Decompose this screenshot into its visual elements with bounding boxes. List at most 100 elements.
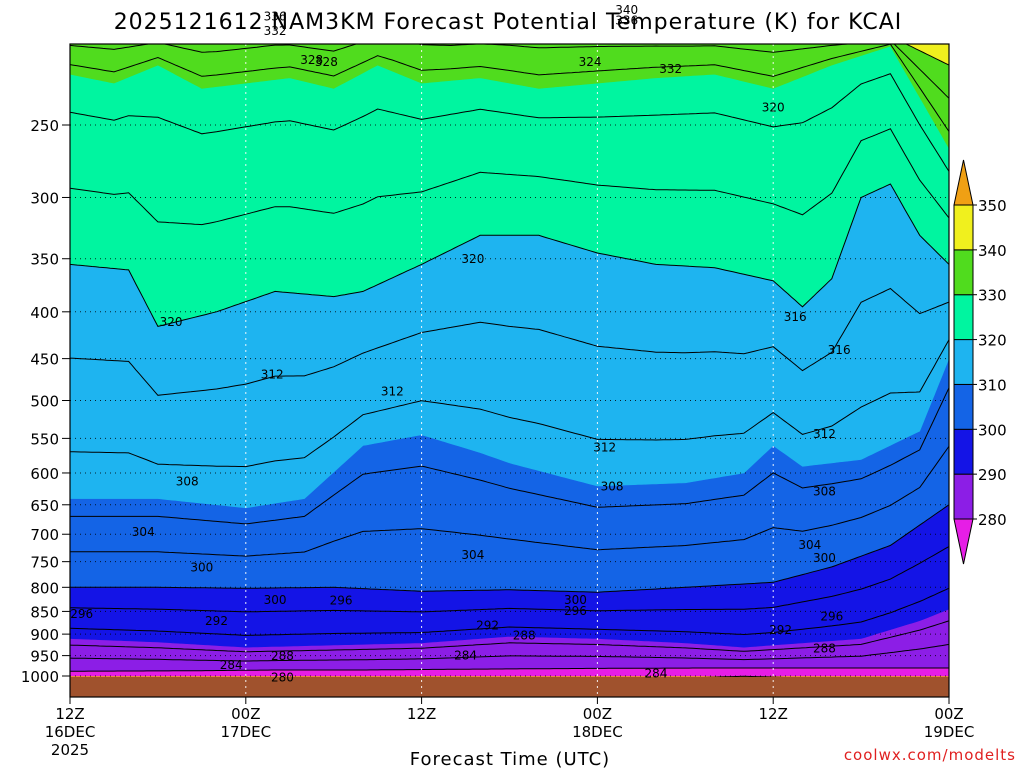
x-axis-label: Forecast Time (UTC) (410, 749, 610, 768)
plot-border (69, 43, 950, 698)
contour-label-336: 336 (615, 14, 638, 28)
contour-label-284: 284 (220, 658, 243, 672)
colorbar-label-340: 340 (978, 242, 1007, 260)
svg-text:316: 316 (828, 343, 851, 357)
svg-text:280: 280 (271, 670, 294, 684)
svg-text:284: 284 (220, 658, 243, 672)
isentrope-308 (70, 387, 949, 525)
x-tick-label-0-2: 16DEC (45, 723, 96, 741)
colorbar-label-280: 280 (978, 511, 1007, 529)
colorbar: 280 290 300 310 320 330 340 350 (953, 159, 1007, 565)
y-tick-label-450: 450 (30, 351, 59, 369)
plot-frame (69, 43, 950, 698)
contour-label-296: 296 (820, 610, 843, 624)
fill-band-330-340 (70, 44, 949, 149)
contour-label-320: 320 (762, 101, 785, 115)
isentrope-304 (70, 446, 949, 557)
y-axis: 250 300 350 400 450 500 550 600 650 700 750 800 850 9… (21, 117, 70, 686)
contour-label-340: 340 (615, 3, 638, 17)
svg-text:304: 304 (461, 548, 484, 562)
contour-label-316: 316 (784, 310, 807, 324)
contour-label-296: 296 (330, 594, 353, 608)
svg-text:332: 332 (264, 24, 287, 38)
svg-text:304: 304 (798, 538, 821, 552)
x-tick-label-3-1: 00Z (583, 705, 612, 723)
contour-label-280: 280 (271, 670, 294, 684)
contour-label-336: 336 (264, 9, 287, 23)
contour-label-328: 328 (300, 53, 323, 67)
svg-text:296: 296 (70, 607, 93, 621)
isentrope-284 (70, 643, 949, 662)
isentrope-316 (70, 287, 949, 396)
svg-text:284: 284 (645, 666, 668, 680)
y-tick-label-500: 500 (30, 393, 59, 411)
contour-label-320: 320 (461, 252, 484, 266)
contour-label-328: 328 (315, 55, 338, 69)
colorbar-segment-340 (953, 204, 974, 251)
contour-label-292: 292 (476, 619, 499, 633)
contour-label-304: 304 (798, 538, 821, 552)
contour-label-300: 300 (190, 560, 213, 574)
svg-text:292: 292 (476, 619, 499, 633)
svg-text:296: 296 (820, 610, 843, 624)
x-tick-label-0-1: 12Z (55, 705, 84, 723)
isentrope-296 (70, 546, 949, 613)
contour-label-284: 284 (454, 648, 477, 662)
y-tick-label-550: 550 (30, 430, 59, 448)
contour-label-312: 312 (813, 427, 836, 441)
contour-label-300: 300 (264, 593, 287, 607)
isentrope-300 (70, 504, 949, 593)
x-tick-label-5-1: 00Z (934, 705, 963, 723)
contour-label-304: 304 (461, 548, 484, 562)
contour-label-332: 332 (264, 24, 287, 38)
chart-title: 2025121612 NAM3KM Forecast Potential Tem… (114, 10, 903, 35)
colorbar-segment-290 (953, 428, 974, 475)
isentrope-324 (70, 128, 949, 226)
svg-text:328: 328 (315, 55, 338, 69)
contour-label-292: 292 (205, 614, 228, 628)
colorbar-segment-300 (953, 383, 974, 430)
svg-text:288: 288 (271, 649, 294, 663)
ground-surface (70, 677, 949, 697)
grid-lines (70, 44, 949, 697)
svg-text:308: 308 (601, 479, 624, 493)
contour-label-312: 312 (593, 440, 616, 454)
contour-label-312: 312 (381, 384, 404, 398)
svg-text:340: 340 (615, 3, 638, 17)
svg-text:300: 300 (190, 560, 213, 574)
svg-text:312: 312 (381, 384, 404, 398)
y-tick-label-900: 900 (30, 626, 59, 644)
contour-label-304: 304 (132, 525, 155, 539)
y-tick-label-850: 850 (30, 603, 59, 621)
svg-text:296: 296 (330, 594, 353, 608)
svg-text:300: 300 (813, 551, 836, 565)
svg-text:332: 332 (659, 62, 682, 76)
y-tick-label-400: 400 (30, 304, 59, 322)
x-tick-label-3-2: 18DEC (572, 723, 623, 741)
isentrope-320 (70, 183, 949, 327)
x-tick-label-4-1: 12Z (759, 705, 788, 723)
svg-text:288: 288 (813, 642, 836, 656)
contour-label-316: 316 (828, 343, 851, 357)
isentrope-328 (70, 73, 949, 172)
isentrope-280 (70, 667, 949, 672)
contour-label-308: 308 (813, 485, 836, 499)
contour-label-292: 292 (769, 623, 792, 637)
isentrope-292 (70, 587, 949, 636)
colorbar-segment-310 (953, 339, 974, 385)
colorbar-label-290: 290 (978, 466, 1007, 484)
isentrope-332 (70, 44, 949, 132)
svg-text:304: 304 (132, 525, 155, 539)
y-tick-label-750: 750 (30, 554, 59, 572)
contour-label-296: 296 (70, 607, 93, 621)
y-tick-label-950: 950 (30, 648, 59, 666)
svg-text:284: 284 (454, 648, 477, 662)
colorbar-lower-extension (953, 518, 974, 565)
svg-text:324: 324 (579, 55, 602, 69)
x-tick-label-2-1: 12Z (407, 705, 436, 723)
x-tick-label-5-2: 19DEC (924, 723, 975, 741)
colorbar-label-350: 350 (978, 197, 1007, 215)
isentropes (70, 44, 949, 677)
